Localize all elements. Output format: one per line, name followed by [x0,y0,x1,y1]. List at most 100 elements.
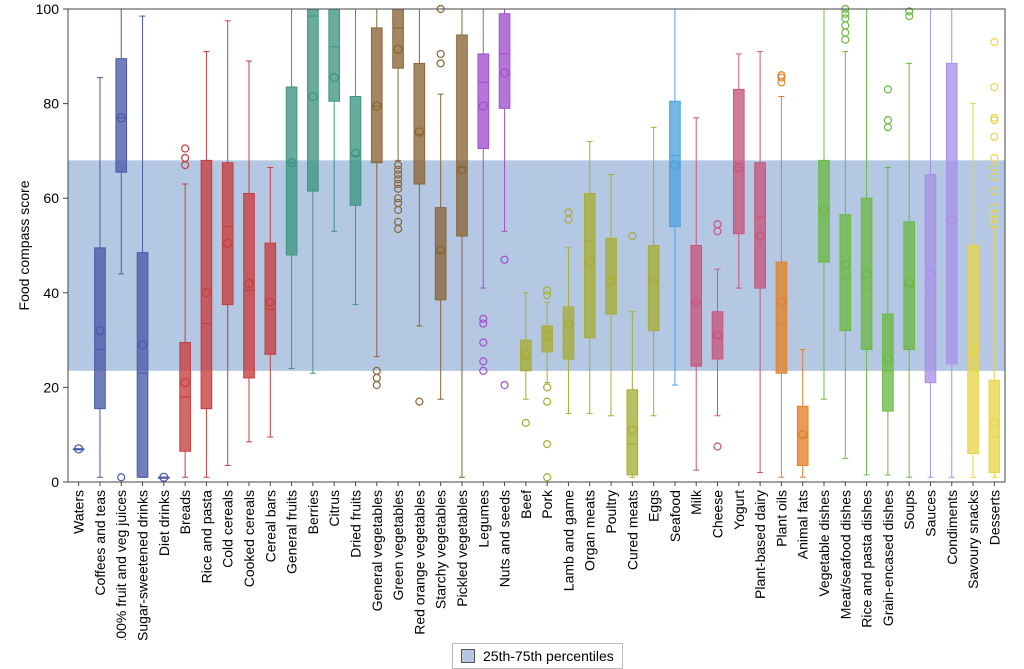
mean-marker [563,318,574,329]
outlier-point [393,179,403,189]
category-label: Plant oils [773,490,789,547]
mean-marker [159,472,169,482]
iqr-box [818,159,830,263]
mean-marker [670,160,680,170]
outlier-point [543,383,552,392]
y-tick-label: 80 [43,96,59,112]
outlier-point [436,59,445,68]
box-animal-fats [796,349,809,478]
box-eggs [647,126,660,417]
outlier-point [990,153,999,163]
y-tick-layer: 0 20 40 60 80 100 [36,1,68,490]
outlier-point [883,123,892,132]
outlier-point [905,7,914,16]
mean-marker [521,349,531,359]
iqr-box [520,339,532,372]
mean-marker [201,288,212,298]
outlier-point [393,198,403,208]
mean-marker [883,354,893,364]
category-label: Vegetable dishes [816,490,832,597]
box-cold-cereals [221,20,234,466]
iqr-box [945,62,958,365]
outlier-point [393,217,403,226]
box-dried-fruits [349,8,362,306]
box-beef [520,292,532,427]
category-label: Beef [518,490,534,519]
outlier-point [393,184,403,193]
mean-marker [499,68,510,78]
iqr-box [136,252,149,478]
outlier-point [841,28,850,37]
category-label: Cheese [710,490,726,538]
iqr-box [221,162,234,306]
outlier-point [990,132,999,141]
outlier-point [436,49,445,59]
box-milk [690,117,703,471]
iqr-box [328,8,341,102]
mean-marker [372,101,382,111]
iqr-box [626,389,639,476]
mean-marker [457,165,467,175]
outlier-point [990,203,999,212]
category-label: Sugar-sweetened drinks [135,490,151,640]
category-label: Rice and pasta [198,490,214,584]
category-label: Eggs [646,490,662,522]
iqr-box [349,96,362,206]
y-tick-label: 40 [43,285,59,301]
outlier-point [883,85,892,94]
box-general-vegetables [370,8,383,390]
category-label: Legumes [475,490,491,548]
box-sugar-sweetened-drinks [136,15,149,478]
box-green-vegetables [392,8,404,234]
category-label: 100% fruit and veg juices [113,490,129,640]
mean-marker [947,214,957,225]
mean-marker [137,340,148,350]
outlier-point [905,11,914,21]
box-cured-meats [626,231,639,478]
category-label: Savoury snacks [965,490,981,589]
category-label: Organ meats [582,490,598,571]
mean-marker [95,325,105,336]
category-label: Sauces [922,490,938,537]
mean-marker [904,278,914,288]
outlier-point [777,71,786,80]
box-sauces [924,8,937,478]
category-label: Seafood [667,490,683,542]
outlier-point [713,442,722,451]
outlier-point [713,220,722,229]
iqr-box [370,27,383,164]
outlier-point [777,73,786,82]
y-tick-label: 60 [43,190,59,206]
outlier-point [415,397,424,406]
outlier-point [841,14,850,23]
category-label: Red orange vegetables [411,490,427,635]
mean-marker [691,297,701,307]
category-label: Green vegetables [390,490,406,601]
box-desserts [988,38,1001,478]
mean-marker [542,330,552,341]
outlier-point [479,319,488,328]
outlier-point [393,160,403,170]
mean-marker [606,276,616,286]
mean-marker [180,378,190,388]
mean-marker [798,430,808,440]
outlier-point [372,380,381,390]
box-grain-encased-dishes [882,85,894,476]
box-plant-oils [775,71,788,478]
mean-marker [265,297,275,307]
iqr-box [115,58,128,173]
iqr-box [669,100,681,228]
mean-marker [73,444,84,454]
mean-marker [840,259,850,270]
outlier-point [543,291,552,300]
category-label: Diet drinks [156,490,172,556]
mean-marker [925,269,936,279]
iqr-box [562,306,575,360]
mean-marker [968,344,978,355]
box-poultry [605,174,617,417]
iqr-box [775,261,788,374]
outlier-point [479,338,488,347]
outlier-point [479,314,488,323]
plot-frame [67,8,1006,483]
mean-marker [244,278,254,288]
